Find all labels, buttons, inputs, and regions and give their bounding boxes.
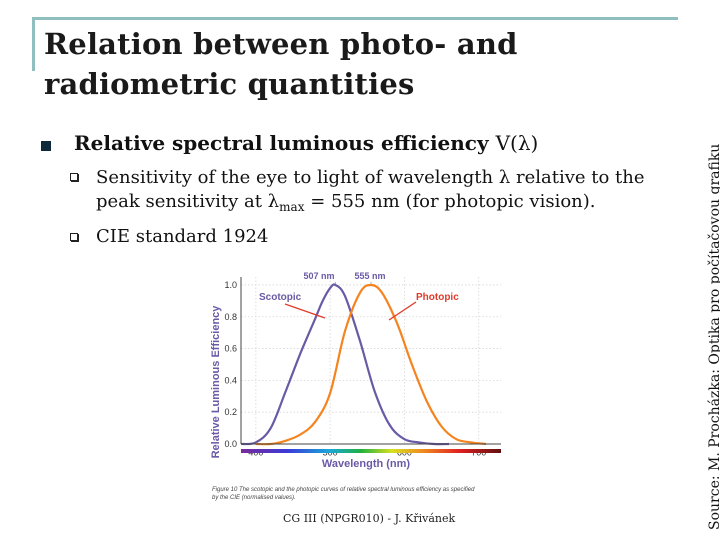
y-tick-label: 0.2	[224, 407, 237, 417]
title-line-2: radiometric quantities	[44, 67, 415, 101]
heading-symbol: V(λ)	[495, 131, 539, 155]
x-axis-label: Wavelength (nm)	[322, 458, 411, 470]
sub-bullet-1-line-2b: = 555 nm (for photopic vision).	[304, 191, 596, 212]
sub-bullet-1-line-1: Sensitivity of the eye to light of wavel…	[96, 167, 645, 188]
lambda-max-subscript: max	[279, 200, 305, 214]
sub-bullet-2: CIE standard 1924	[96, 226, 269, 247]
peak-label-scotopic: 507 nm	[303, 271, 334, 281]
chart-series	[240, 283, 487, 446]
title-frame-top	[32, 17, 678, 20]
figure-caption-line-2: by the CIE (normalised values).	[212, 495, 296, 501]
y-tick-label: 0.6	[224, 344, 237, 354]
title-frame-left	[32, 17, 35, 71]
sub-bullet-1: Sensitivity of the eye to light of wavel…	[96, 166, 645, 219]
slide-footer: CG III (NPGR010) - J. Křivánek	[283, 512, 456, 525]
y-tick-label: 1.0	[224, 280, 237, 290]
source-credit: Source: M. Procházka: Optika pro počítač…	[707, 143, 720, 530]
legend-photopic-pointer	[388, 301, 417, 321]
photopic-curve	[255, 283, 487, 446]
y-tick-label: 0.4	[224, 375, 237, 385]
legend-scotopic-label: Scotopic	[259, 292, 302, 303]
slide-title: Relation between photo- and radiometric …	[44, 24, 518, 104]
y-tick-label: 0.0	[224, 439, 237, 449]
hollow-square-bullet-icon	[70, 173, 78, 181]
title-line-1: Relation between photo- and	[44, 27, 518, 61]
visible-spectrum-bar	[241, 449, 501, 453]
y-axis-label: Relative Luminous Efficiency	[210, 305, 222, 459]
scotopic-curve	[240, 283, 450, 446]
sub-bullet-1-line-2a: peak sensitivity at λ	[96, 191, 280, 212]
square-bullet-icon	[41, 141, 51, 151]
legend-scotopic-pointer	[284, 303, 326, 319]
main-bullet-heading: Relative spectral luminous efficiency V(…	[74, 131, 538, 155]
peak-label-photopic: 555 nm	[354, 271, 385, 281]
legend-photopic-label: Photopic	[416, 292, 459, 303]
hollow-square-bullet-icon	[70, 233, 78, 241]
figure-caption-line-1: Figure 10 The scotopic and the photopic …	[212, 487, 475, 493]
luminous-efficiency-chart: 0.00.20.40.60.81.0400500600700 Wavelengt…	[203, 262, 503, 532]
heading-text: Relative spectral luminous efficiency	[74, 131, 489, 155]
y-tick-label: 0.8	[224, 312, 237, 322]
